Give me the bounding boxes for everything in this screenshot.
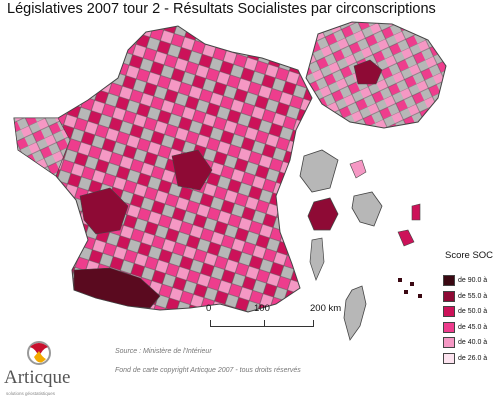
- polynesia-islands: [398, 278, 422, 298]
- source-note: Source : Ministère de l'Intérieur: [115, 348, 212, 355]
- paris-center: [353, 59, 383, 85]
- reunion: [307, 197, 339, 231]
- logo-tagline: solutions géostatistiques: [6, 391, 56, 396]
- legend-item: de 55.0 à: [443, 289, 487, 305]
- legend-swatch: [443, 306, 455, 318]
- articque-logo-icon: [27, 341, 51, 365]
- legend-swatch: [443, 337, 455, 349]
- scale-label-200: 200 km: [310, 303, 342, 314]
- logo-text: Articque: [4, 367, 71, 388]
- articque-logo: Articque solutions géostatistiques: [4, 337, 74, 400]
- legend-item: de 50.0 à: [443, 304, 487, 320]
- legend-swatch: [443, 290, 455, 302]
- legend-label: de 50.0 à: [458, 308, 488, 316]
- legend-label: de 45.0 à: [458, 323, 488, 331]
- legend-item: de 26.0 à: [443, 351, 487, 367]
- center-dark-region: [171, 149, 213, 191]
- martinique: [349, 159, 367, 179]
- scale-label-0: 0: [206, 303, 212, 314]
- copyright-note: Fond de carte copyright Articque 2007 - …: [115, 367, 301, 374]
- legend-label: de 55.0 à: [458, 292, 488, 300]
- legend-swatch: [443, 275, 455, 287]
- legend-label: de 90.0 à: [458, 277, 488, 285]
- legend: de 90.0 à de 55.0 à de 50.0 à de 45.0 à …: [443, 273, 487, 366]
- legend-swatch: [443, 321, 455, 333]
- legend-swatch: [443, 352, 455, 364]
- corsica: [343, 285, 367, 341]
- scale-bar-line: [210, 320, 314, 327]
- legend-title: Score SOC: [445, 250, 494, 261]
- guyane: [411, 203, 421, 221]
- scale-label-100: 100: [254, 303, 270, 314]
- new-caledonia: [309, 237, 325, 281]
- central-west-dark-region: [79, 187, 129, 235]
- southwest-dark-region: [73, 267, 161, 309]
- northwest-brittany-region: [13, 117, 71, 177]
- legend-item: de 40.0 à: [443, 335, 487, 351]
- guadeloupe: [299, 149, 339, 193]
- map-title: Législatives 2007 tour 2 - Résultats Soc…: [7, 1, 436, 17]
- mayotte: [351, 191, 383, 227]
- legend-label: de 40.0 à: [458, 339, 488, 347]
- saint-pierre: [397, 229, 415, 247]
- legend-label: de 26.0 à: [458, 354, 488, 362]
- legend-item: de 90.0 à: [443, 273, 487, 289]
- legend-item: de 45.0 à: [443, 320, 487, 336]
